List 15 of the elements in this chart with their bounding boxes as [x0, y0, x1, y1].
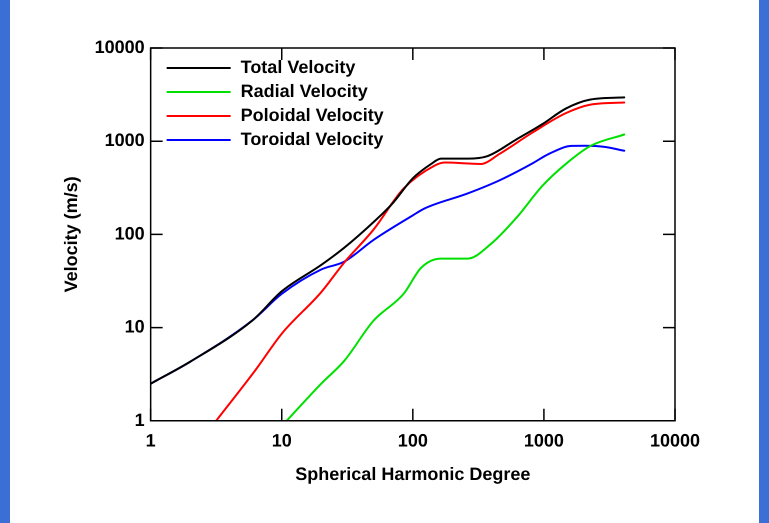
x-tick-label: 10	[272, 430, 292, 451]
x-axis-title: Spherical Harmonic Degree	[295, 464, 530, 484]
legend-label: Radial Velocity	[240, 80, 368, 101]
x-tick-label: 1000	[524, 430, 564, 451]
x-tick-label: 100	[398, 430, 428, 451]
x-tick-label: 10000	[650, 430, 700, 451]
y-tick-label: 1000	[104, 130, 145, 150]
y-tick-label: 10	[124, 316, 145, 337]
y-axis-title: Velocity (m/s)	[60, 176, 81, 292]
legend-label: Total Velocity	[240, 56, 356, 77]
legend-label: Toroidal Velocity	[240, 128, 384, 149]
y-tick-label: 10000	[94, 36, 145, 57]
y-tick-label: 100	[114, 223, 145, 244]
y-tick-label: 1	[134, 410, 145, 430]
legend-label: Poloidal Velocity	[240, 104, 384, 125]
